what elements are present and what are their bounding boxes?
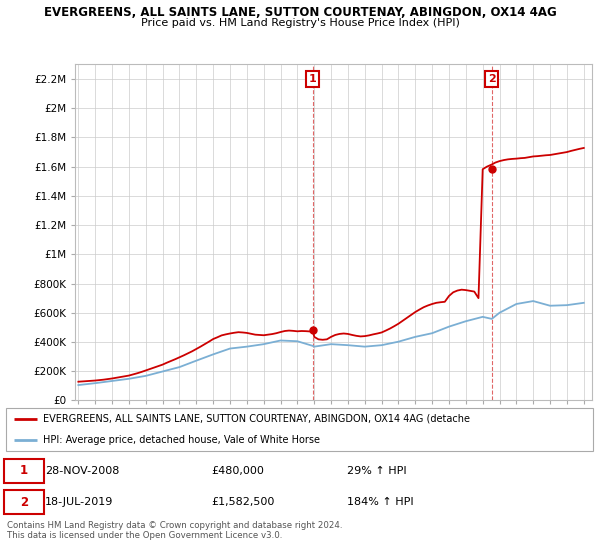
Text: 2: 2: [20, 496, 28, 509]
Text: Contains HM Land Registry data © Crown copyright and database right 2024.
This d: Contains HM Land Registry data © Crown c…: [7, 521, 343, 540]
Text: 1: 1: [20, 464, 28, 478]
Text: £1,582,500: £1,582,500: [211, 497, 275, 507]
Text: EVERGREENS, ALL SAINTS LANE, SUTTON COURTENAY, ABINGDON, OX14 4AG (detache: EVERGREENS, ALL SAINTS LANE, SUTTON COUR…: [43, 414, 470, 424]
Text: EVERGREENS, ALL SAINTS LANE, SUTTON COURTENAY, ABINGDON, OX14 4AG: EVERGREENS, ALL SAINTS LANE, SUTTON COUR…: [44, 6, 556, 18]
FancyBboxPatch shape: [6, 408, 593, 451]
FancyBboxPatch shape: [4, 491, 44, 514]
Text: HPI: Average price, detached house, Vale of White Horse: HPI: Average price, detached house, Vale…: [43, 435, 320, 445]
Text: 28-NOV-2008: 28-NOV-2008: [45, 466, 119, 476]
Text: Price paid vs. HM Land Registry's House Price Index (HPI): Price paid vs. HM Land Registry's House …: [140, 18, 460, 29]
Text: 18-JUL-2019: 18-JUL-2019: [45, 497, 113, 507]
Text: 184% ↑ HPI: 184% ↑ HPI: [347, 497, 414, 507]
Text: £480,000: £480,000: [211, 466, 265, 476]
Text: 1: 1: [309, 74, 317, 84]
FancyBboxPatch shape: [4, 459, 44, 483]
Text: 2: 2: [488, 74, 496, 84]
Text: 29% ↑ HPI: 29% ↑ HPI: [347, 466, 407, 476]
